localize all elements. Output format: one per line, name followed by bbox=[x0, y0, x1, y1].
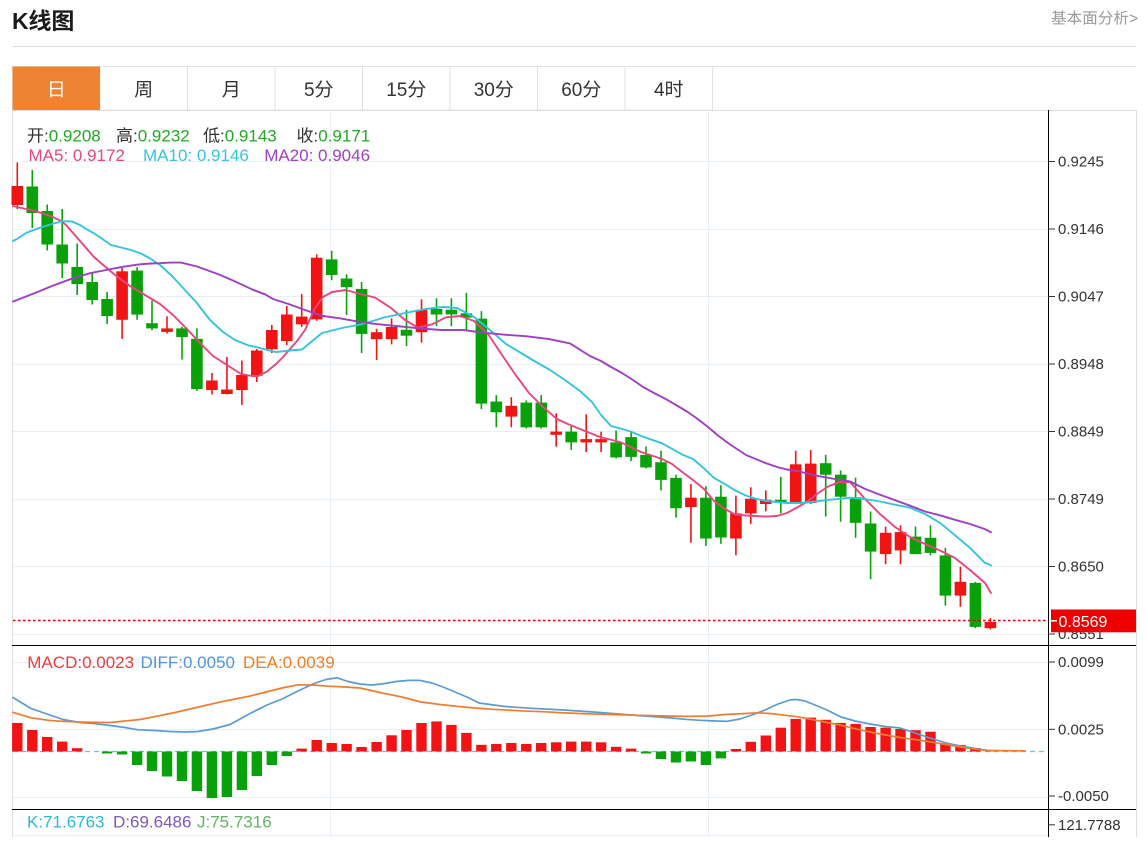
svg-text:DEA:0.0039: DEA:0.0039 bbox=[243, 653, 335, 672]
svg-text:MA20: 0.9046: MA20: 0.9046 bbox=[264, 146, 370, 165]
svg-text:0.0099: 0.0099 bbox=[1058, 654, 1104, 671]
svg-text::0.9208: :0.9208 bbox=[44, 127, 101, 146]
svg-text:0.8948: 0.8948 bbox=[1058, 356, 1104, 373]
svg-text:0.9245: 0.9245 bbox=[1058, 154, 1104, 171]
svg-text::0.9171: :0.9171 bbox=[314, 127, 371, 146]
svg-text:6: 6 bbox=[561, 80, 572, 101]
svg-text:0.8849: 0.8849 bbox=[1058, 424, 1104, 441]
svg-text::0.9143: :0.9143 bbox=[220, 127, 277, 146]
svg-text::0.9232: :0.9232 bbox=[133, 127, 190, 146]
svg-text:5: 5 bbox=[304, 80, 315, 101]
svg-text:K: K bbox=[12, 8, 29, 34]
svg-text:0: 0 bbox=[484, 80, 495, 101]
svg-text:0.0025: 0.0025 bbox=[1058, 722, 1104, 739]
svg-text:MA5: 0.9172: MA5: 0.9172 bbox=[29, 146, 125, 165]
svg-text:MA10: 0.9146: MA10: 0.9146 bbox=[143, 146, 249, 165]
svg-text:0: 0 bbox=[572, 80, 583, 101]
svg-text:5: 5 bbox=[397, 80, 408, 101]
svg-text:1: 1 bbox=[386, 80, 397, 101]
svg-text:0.8569: 0.8569 bbox=[1059, 614, 1108, 631]
svg-text:0.9047: 0.9047 bbox=[1058, 289, 1104, 306]
svg-text:-0.0050: -0.0050 bbox=[1058, 788, 1109, 805]
svg-text:J:75.7316: J:75.7316 bbox=[197, 813, 272, 832]
svg-text:0.8749: 0.8749 bbox=[1058, 491, 1104, 508]
svg-text:D:69.6486: D:69.6486 bbox=[113, 813, 191, 832]
svg-text:121.7788: 121.7788 bbox=[1058, 817, 1121, 834]
svg-text:4: 4 bbox=[654, 80, 665, 101]
svg-text:DIFF:0.0050: DIFF:0.0050 bbox=[141, 653, 236, 672]
svg-text:K:71.6763: K:71.6763 bbox=[27, 813, 105, 832]
svg-text:MACD:0.0023: MACD:0.0023 bbox=[27, 653, 134, 672]
svg-text:0.8650: 0.8650 bbox=[1058, 559, 1104, 576]
svg-text:3: 3 bbox=[474, 80, 485, 101]
svg-text:>: > bbox=[1129, 11, 1138, 28]
svg-text:0.9146: 0.9146 bbox=[1058, 221, 1104, 238]
